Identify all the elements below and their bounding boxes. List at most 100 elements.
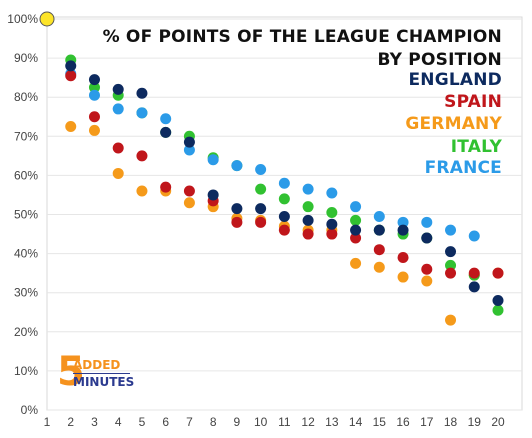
point-germany	[88, 124, 100, 136]
point-spain	[326, 228, 338, 240]
point-england	[136, 87, 148, 99]
x-tick-label: 12	[301, 415, 315, 429]
point-england	[160, 126, 172, 138]
point-england	[183, 136, 195, 148]
point-germany	[183, 197, 195, 209]
point-france	[160, 113, 172, 125]
y-tick-label: 40%	[14, 247, 38, 261]
point-germany	[397, 271, 409, 283]
legend-france: FRANCE	[424, 158, 502, 178]
point-france	[468, 230, 480, 242]
point-england	[421, 232, 433, 244]
point-france	[445, 224, 457, 236]
x-tick-label: 14	[349, 415, 363, 429]
x-tick-label: 8	[210, 415, 217, 429]
x-tick-label: 15	[373, 415, 387, 429]
x-tick-label: 2	[67, 415, 74, 429]
point-france	[326, 187, 338, 199]
x-tick-label: 4	[115, 415, 122, 429]
y-tick-label: 60%	[14, 168, 38, 182]
point-italy	[445, 259, 457, 271]
point-france	[183, 144, 195, 156]
gridlines	[47, 18, 522, 411]
legend-italy: ITALY	[450, 137, 502, 157]
x-tick-label: 3	[91, 415, 98, 429]
point-france	[350, 201, 362, 213]
x-tick-label: 7	[186, 415, 193, 429]
point-germany	[373, 261, 385, 273]
point-france	[373, 210, 385, 222]
point-england	[65, 60, 77, 72]
x-tick-label: 20	[491, 415, 505, 429]
point-france	[231, 160, 243, 172]
y-tick-label: 10%	[14, 364, 38, 378]
point-italy	[492, 304, 504, 316]
chart-title: % OF POINTS OF THE LEAGUE CHAMPION	[102, 27, 502, 47]
x-tick-label: 16	[396, 415, 410, 429]
x-tick-label: 19	[468, 415, 482, 429]
point-england	[397, 224, 409, 236]
point-england	[373, 224, 385, 236]
point-spain	[255, 216, 267, 228]
legend-spain: SPAIN	[444, 92, 502, 112]
y-tick-label: 90%	[14, 51, 38, 65]
point-spain	[183, 185, 195, 197]
point-spain	[492, 267, 504, 279]
champion-point	[39, 11, 55, 27]
y-tick-label: 100%	[7, 12, 38, 26]
point-england	[231, 203, 243, 215]
x-axis-tick-labels: 1 2 3 4 5 6 7 8 9 10 11 12 13 14 15 16 17 18 19 20	[44, 415, 505, 429]
point-spain	[112, 142, 124, 154]
point-england	[302, 214, 314, 226]
point-germany	[421, 275, 433, 287]
y-tick-label: 50%	[14, 208, 38, 222]
point-germany	[112, 167, 124, 179]
point-england	[112, 83, 124, 95]
point-germany	[136, 185, 148, 197]
point-spain	[445, 267, 457, 279]
legend-england: ENGLAND	[408, 70, 502, 90]
point-italy	[350, 214, 362, 226]
point-france	[88, 89, 100, 101]
x-tick-label: 9	[234, 415, 241, 429]
point-italy	[302, 201, 314, 213]
point-england	[255, 203, 267, 215]
x-tick-label: 10	[254, 415, 268, 429]
point-spain	[160, 181, 172, 193]
y-tick-label: 0%	[21, 403, 39, 417]
point-france	[112, 103, 124, 115]
point-france	[207, 154, 219, 166]
point-france	[397, 216, 409, 228]
point-italy	[326, 207, 338, 219]
logo-word-minutes: MINUTES	[73, 375, 135, 389]
y-tick-label: 20%	[14, 325, 38, 339]
x-tick-label: 11	[278, 415, 291, 429]
x-tick-label: 17	[420, 415, 434, 429]
x-tick-label: 5	[139, 415, 146, 429]
y-axis-tick-labels: 0% 10% 20% 30% 40% 50% 60% 70% 80% 90% 100%	[7, 12, 38, 417]
point-england	[350, 224, 362, 236]
point-france	[302, 183, 314, 195]
point-france	[421, 216, 433, 228]
point-england	[492, 295, 504, 307]
point-spain	[373, 244, 385, 256]
point-germany	[65, 121, 77, 133]
point-england	[468, 281, 480, 293]
x-tick-label: 13	[325, 415, 339, 429]
logo-divider	[73, 373, 130, 374]
x-tick-label: 1	[44, 415, 51, 429]
legend-germany: GERMANY	[405, 114, 502, 134]
logo-number: 5	[57, 349, 85, 395]
point-germany	[350, 257, 362, 269]
logo-word-added: ADDED	[73, 358, 121, 372]
point-spain	[65, 70, 77, 82]
y-tick-label: 30%	[14, 286, 38, 300]
point-spain	[350, 232, 362, 244]
point-france	[136, 107, 148, 119]
point-spain	[231, 216, 243, 228]
point-spain	[468, 267, 480, 279]
x-tick-label: 6	[162, 415, 169, 429]
point-france	[255, 164, 267, 176]
five-added-minutes-logo: 5 ADDED MINUTES	[57, 349, 137, 395]
